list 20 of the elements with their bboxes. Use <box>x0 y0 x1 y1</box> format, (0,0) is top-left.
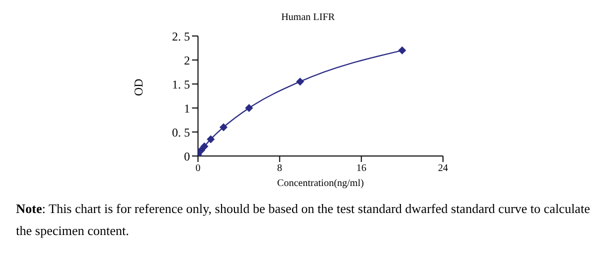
y-tick-label: 0 <box>184 149 190 164</box>
y-tick-label: 0. 5 <box>172 125 190 140</box>
chart-title: Human LIFR <box>280 11 336 25</box>
point <box>206 135 215 144</box>
x-tick-label: 16 <box>356 163 366 174</box>
text: Note: This chart is for reference only, should be based on the test standard dwarfed standard curve to calculate the specimen content. <box>15 200 591 240</box>
point <box>398 46 406 54</box>
point <box>245 104 254 112</box>
x-tick-label: 8 <box>277 163 282 174</box>
point <box>296 78 304 86</box>
point <box>220 123 228 132</box>
x-axis-title: Concentration(ng/ml) <box>277 178 364 189</box>
y-tick-label: 1. 5 <box>172 77 190 92</box>
point <box>200 142 208 150</box>
y-tick-label: 1 <box>184 101 190 116</box>
x-tick-label: 0 <box>196 163 200 174</box>
y-axis-title: OD <box>131 78 146 96</box>
y-tick-label: 2. 5 <box>172 29 190 44</box>
x-tick-label: 24 <box>438 163 448 174</box>
y-tick-label: 2 <box>184 53 190 68</box>
